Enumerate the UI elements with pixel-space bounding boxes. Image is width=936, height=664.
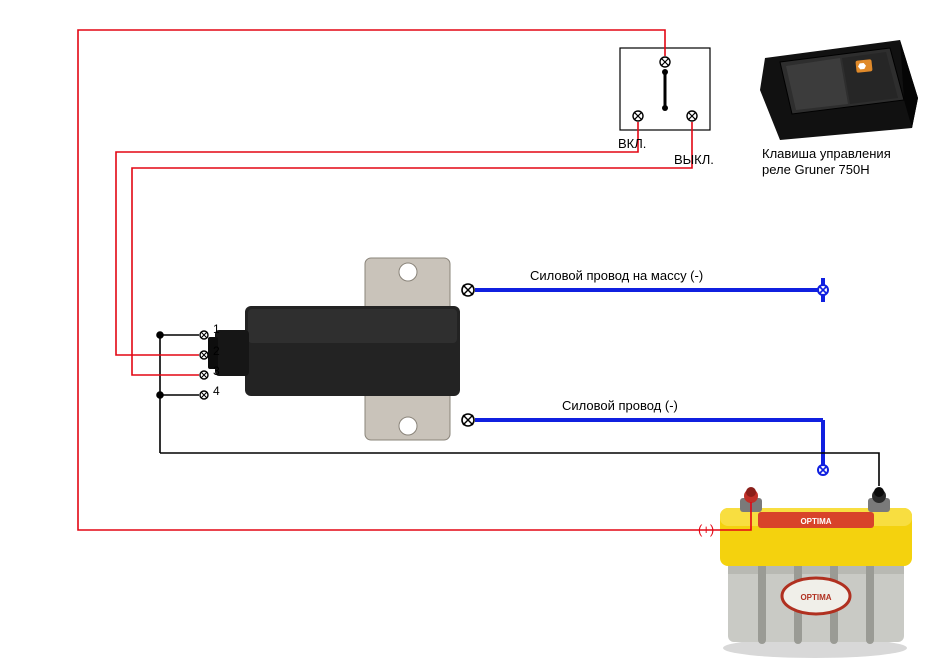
power-negative-label: Силовой провод (-) xyxy=(562,398,678,413)
svg-text:OPTIMA: OPTIMA xyxy=(800,517,831,526)
battery-negative-terminal xyxy=(868,487,890,512)
switch-schematic xyxy=(620,48,710,130)
battery-plus-label: (+) xyxy=(698,522,714,537)
power-negative-wire xyxy=(475,420,828,475)
pin3-label: 3 xyxy=(213,364,220,378)
battery-icon: OPTIMA OPTIMA xyxy=(720,487,912,658)
power-ground-label: Силовой провод на массу (-) xyxy=(530,268,703,283)
wiring-diagram: OPTIMA OPTIMA xyxy=(0,0,936,664)
pin2-label: 2 xyxy=(213,344,220,358)
rocker-switch-icon xyxy=(760,40,918,140)
switch-on-label: ВКЛ. xyxy=(618,136,646,151)
switch-caption-line1: Клавиша управления xyxy=(762,146,891,161)
switch-off-label: ВЫКЛ. xyxy=(674,152,714,167)
pin1-label: 1 xyxy=(213,322,220,336)
switch-caption-line2: реле Gruner 750H xyxy=(762,162,870,177)
relay-device xyxy=(200,258,474,440)
svg-text:OPTIMA: OPTIMA xyxy=(800,593,831,602)
pin4-label: 4 xyxy=(213,384,220,398)
